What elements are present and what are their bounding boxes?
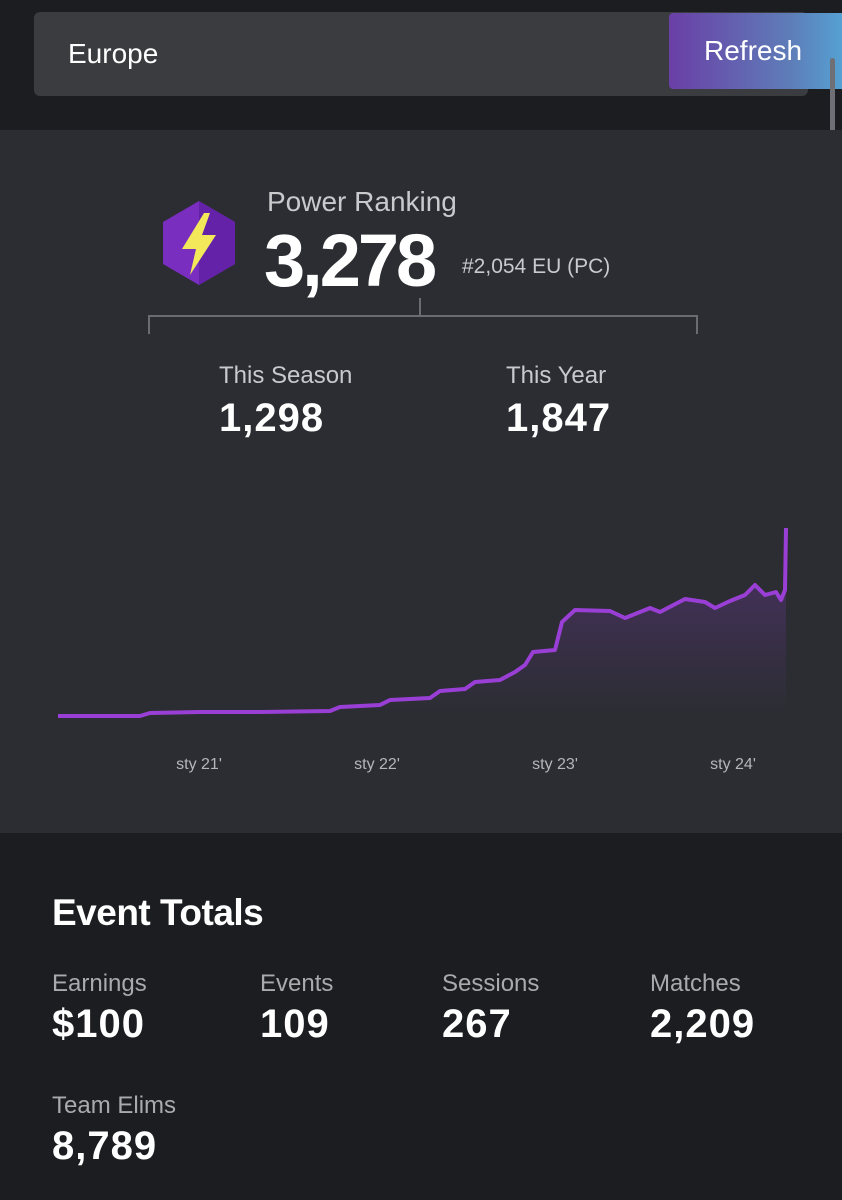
- team-elims-label: Team Elims: [52, 1092, 177, 1119]
- this-year-label: This Year: [506, 362, 607, 389]
- refresh-button[interactable]: Refresh: [669, 13, 842, 89]
- this-season-label: This Season: [219, 362, 353, 389]
- matches-label: Matches: [650, 970, 741, 997]
- x-tick-label: sty 22': [354, 756, 400, 773]
- earnings-stat: Earnings $100: [52, 970, 147, 1047]
- power-ranking-position: #2,054 EU (PC): [462, 255, 611, 278]
- team-elims-stat: Team Elims 8,789: [52, 1092, 176, 1169]
- x-tick-label: sty 24': [710, 756, 756, 773]
- this-year-value: 1,847: [506, 396, 612, 440]
- team-elims-value: 8,789: [52, 1124, 158, 1168]
- event-totals-title: Event Totals: [52, 892, 264, 933]
- lightning-hex-icon: [163, 201, 235, 285]
- power-ranking-label: Power Ranking: [267, 186, 457, 217]
- matches-stat: Matches 2,209: [650, 970, 755, 1047]
- region-select-value: Europe: [68, 38, 159, 69]
- sessions-label: Sessions: [442, 970, 540, 997]
- this-season-value: 1,298: [219, 396, 325, 440]
- sessions-stat: Sessions 267: [442, 970, 539, 1047]
- bracket-divider: [148, 298, 698, 334]
- earnings-value: $100: [52, 1002, 145, 1046]
- x-tick-label: sty 21': [176, 756, 222, 773]
- x-tick-label: sty 23': [532, 756, 578, 773]
- earnings-label: Earnings: [52, 970, 147, 997]
- this-season-stat: This Season 1,298: [219, 362, 352, 441]
- events-label: Events: [260, 970, 334, 997]
- matches-value: 2,209: [650, 1002, 756, 1046]
- events-stat: Events 109: [260, 970, 333, 1047]
- sessions-value: 267: [442, 1002, 512, 1046]
- chart-area: [58, 528, 786, 716]
- events-value: 109: [260, 1002, 330, 1046]
- this-year-stat: This Year 1,847: [506, 362, 611, 441]
- power-ranking-chart: sty 21' sty 22' sty 23' sty 24': [58, 527, 788, 773]
- chart-line: [58, 527, 788, 718]
- power-ranking-value: 3,278: [264, 219, 437, 302]
